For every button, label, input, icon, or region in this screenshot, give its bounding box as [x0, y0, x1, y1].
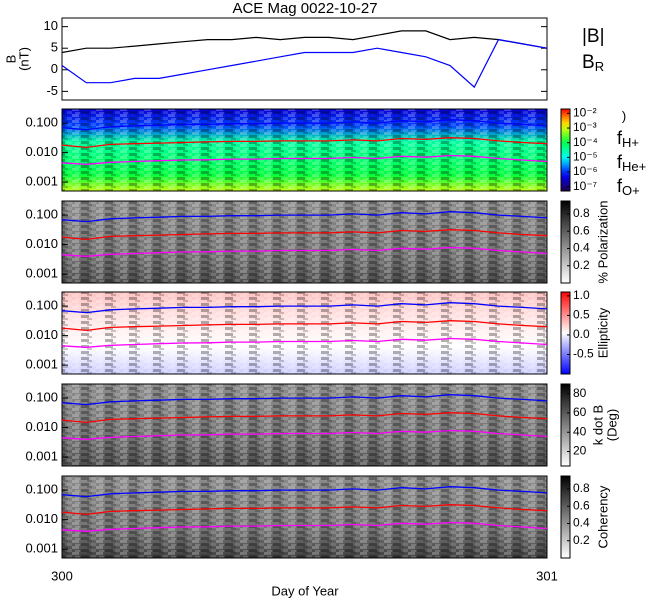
legend-entry: fH+	[617, 128, 639, 151]
colorbar-tick-label: 0.8	[573, 481, 590, 495]
colorbar-label: Coherency	[595, 485, 610, 548]
legend-subscript: H+	[622, 135, 639, 150]
y-tick-label: 0.001	[25, 449, 58, 464]
legend-name: B	[582, 52, 595, 73]
y-tick-label: 0.010	[25, 511, 58, 526]
y-tick-label: 0.100	[25, 390, 58, 405]
colorbar	[560, 383, 571, 467]
colorbar-tick-label: 10⁻²	[573, 106, 597, 120]
chart-title: ACE Mag 0022-10-27	[232, 0, 377, 17]
y-tick-label: 0.100	[25, 207, 58, 222]
legend-entry: fO+	[617, 176, 640, 199]
legend-subscript: R	[595, 59, 604, 74]
x-axis-label: Day of Year	[271, 583, 339, 598]
y-tick-label: -5	[46, 83, 58, 98]
colorbar-tick-label: 0.2	[573, 533, 590, 547]
legend-entry: BR	[582, 52, 604, 74]
legend-name: f	[617, 152, 623, 172]
series-line	[62, 38, 547, 89]
colorbar-tick-label: 10⁻⁵	[573, 149, 598, 163]
colorbar-label: )	[622, 108, 626, 123]
y-tick-label: 0.010	[25, 236, 58, 251]
colorbar-tick-label: 0.6	[573, 223, 590, 237]
y-tick-label: 0.100	[25, 115, 58, 130]
legend-subscript: He+	[622, 159, 646, 174]
y-tick-label: 0.001	[25, 357, 58, 372]
plot-frame	[61, 200, 548, 284]
colorbar-tick-label: 0.6	[573, 498, 590, 512]
y-tick-label: 5	[51, 40, 58, 55]
plot-frame	[61, 108, 548, 192]
plot-frame	[61, 475, 548, 559]
colorbar-tick-label: 10⁻⁴	[573, 135, 598, 149]
legend-entry: |B|	[582, 26, 605, 47]
frequency-line	[61, 412, 548, 424]
colorbar-label: % Polarization	[595, 200, 610, 283]
frequency-line	[61, 521, 548, 532]
y-axis-unit: (nT)	[16, 47, 31, 71]
colorbar-tick-label: 1.0	[573, 288, 590, 302]
y-tick-label: 0.100	[25, 482, 58, 497]
colorbar-tick-label: 0.4	[573, 516, 590, 530]
y-tick-label: 0.010	[25, 419, 58, 434]
colorbar-tick-label: 40	[573, 424, 587, 438]
frequency-line	[61, 137, 548, 149]
frequency-line	[61, 394, 548, 406]
x-tick-label: 301	[536, 568, 558, 583]
colorbar-tick-label: 0.2	[573, 258, 590, 272]
legend-name: f	[617, 128, 623, 148]
y-tick-label: 0	[51, 61, 58, 76]
colorbar-tick-label: 80	[573, 386, 587, 400]
plot-frame	[61, 383, 548, 467]
colorbar-tick-label: 0.4	[573, 241, 590, 255]
colorbar	[560, 291, 571, 375]
colorbar	[560, 475, 571, 559]
y-tick-label: 0.010	[25, 144, 58, 159]
colorbar-tick-label: 10⁻³	[573, 120, 597, 134]
y-tick-label: 0.001	[25, 541, 58, 556]
colorbar-tick-label: 60	[573, 405, 587, 419]
frequency-line	[61, 429, 548, 440]
colorbar-tick-label: 10⁻⁷	[573, 179, 597, 193]
legend-name: f	[617, 176, 623, 196]
colorbar	[560, 200, 571, 284]
frequency-line	[61, 504, 548, 516]
y-tick-label: 0.100	[25, 298, 58, 313]
frequency-line	[61, 246, 548, 257]
legend-name: |B|	[582, 26, 605, 47]
y-tick-label: 10	[44, 18, 58, 33]
frequency-line	[61, 320, 548, 332]
y-tick-label: 0.001	[25, 174, 58, 189]
colorbar-unit: (Deg)	[604, 409, 619, 442]
series-line	[62, 30, 547, 54]
frequency-line	[61, 337, 548, 348]
y-tick-label: 0.010	[25, 327, 58, 342]
y-axis-label: B	[3, 55, 18, 64]
y-tick-label: 0.001	[25, 266, 58, 281]
colorbar-label: Ellipticity	[595, 307, 610, 358]
frequency-line	[61, 119, 548, 131]
colorbar-label: k dot B	[590, 405, 605, 445]
frequency-line	[61, 211, 548, 223]
plot-frame	[61, 291, 548, 375]
frequency-line	[61, 229, 548, 241]
plot-frame	[61, 17, 548, 101]
x-tick-label: 300	[51, 568, 73, 583]
colorbar	[560, 108, 571, 192]
colorbar-tick-label: 10⁻⁶	[573, 164, 598, 178]
frequency-line	[61, 486, 548, 498]
legend-entry: fHe+	[617, 152, 646, 175]
frequency-line	[61, 302, 548, 314]
colorbar-tick-label: 0.8	[573, 206, 590, 220]
colorbar-tick-label: -0.5	[573, 347, 594, 361]
frequency-line	[61, 154, 548, 165]
colorbar-tick-label: 20	[573, 444, 587, 458]
colorbar-tick-label: 0.5	[573, 308, 590, 322]
legend-subscript: O+	[622, 183, 640, 198]
colorbar-tick-label: 0.0	[573, 327, 590, 341]
